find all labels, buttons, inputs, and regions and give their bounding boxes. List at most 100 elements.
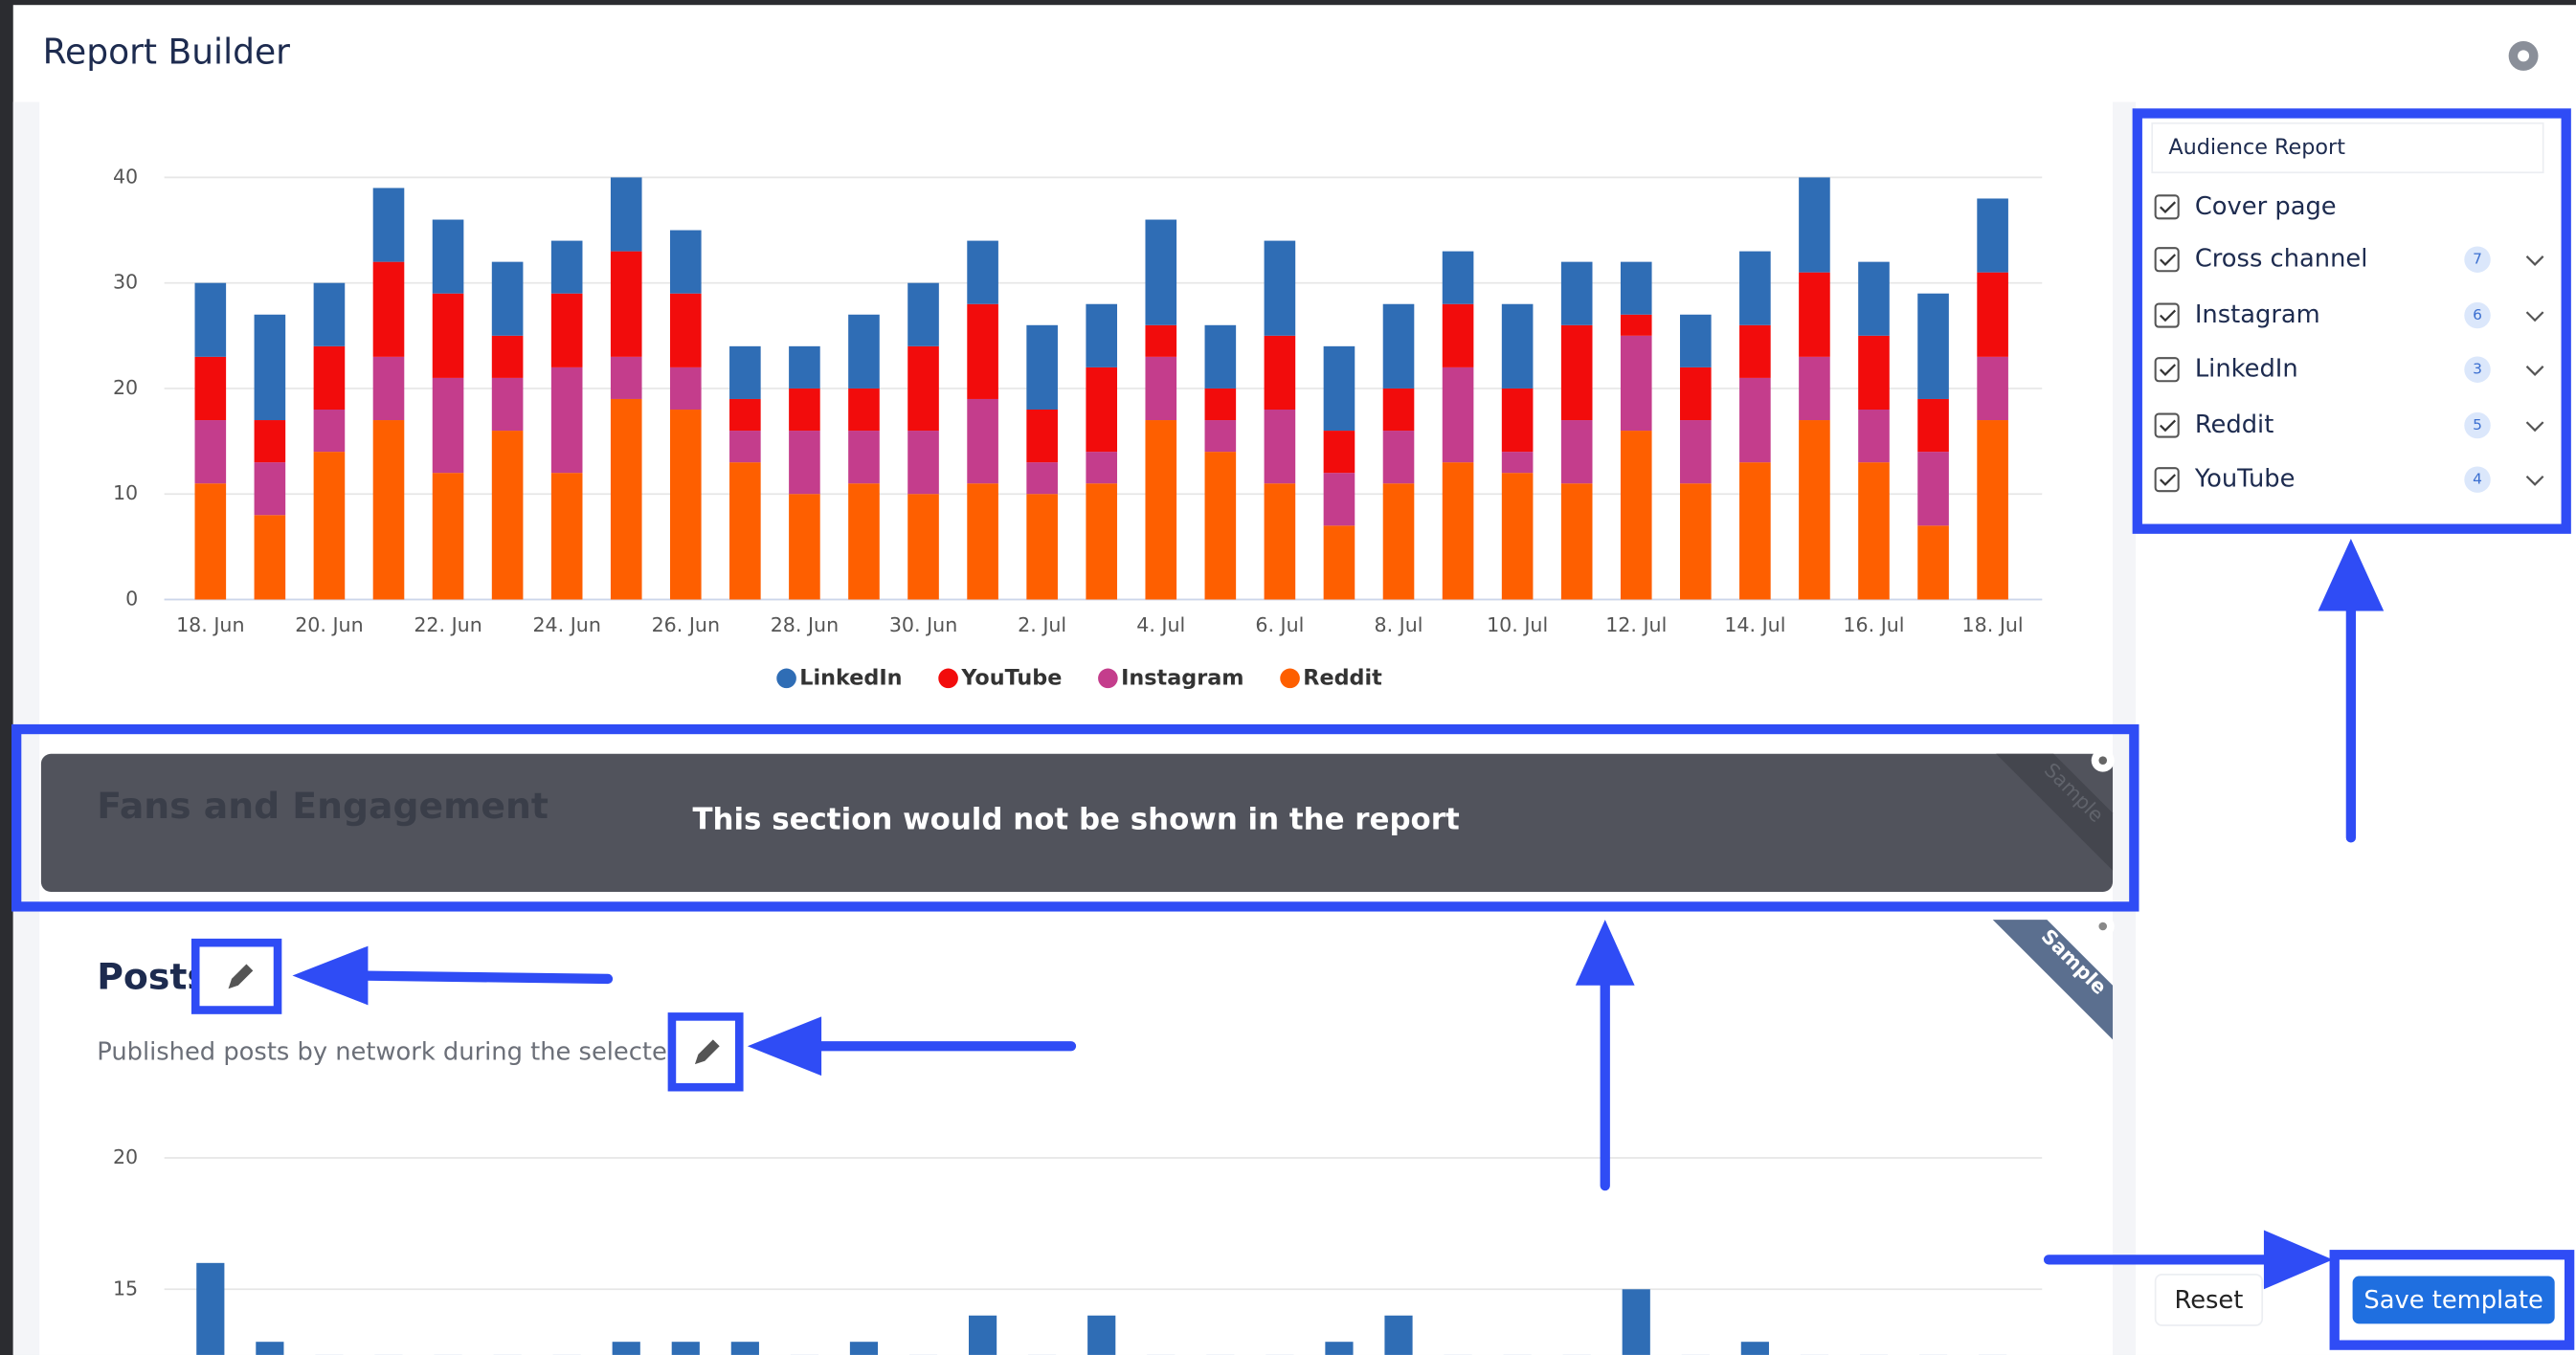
edit-title-button[interactable]	[190, 938, 282, 1014]
y-tick-label: 10	[113, 481, 138, 504]
bar-segment	[669, 410, 702, 600]
bar-segment	[967, 398, 998, 484]
bar-segment	[550, 473, 583, 600]
chevron[interactable]	[2525, 255, 2544, 266]
checkmark	[2160, 419, 2177, 433]
bar-segment	[669, 367, 702, 411]
x-tick-label: 26. Jun	[652, 613, 720, 636]
bar-segment	[789, 388, 820, 432]
y-tick-label: 30	[113, 271, 138, 294]
highlight-box	[2329, 1250, 2575, 1350]
count-label: 4	[2473, 471, 2482, 488]
checkbox[interactable]	[2154, 194, 2180, 220]
checkbox[interactable]	[2154, 467, 2180, 493]
bar-segment	[1917, 398, 1949, 453]
bar-segment	[194, 420, 227, 484]
chevron[interactable]	[2525, 475, 2544, 486]
bar-segment	[610, 251, 642, 357]
bar	[849, 1342, 879, 1355]
bar-segment	[1739, 324, 1771, 378]
legend: LinkedIn YouTube Instagram Reddit	[776, 665, 1382, 690]
legend-item[interactable]: YouTube	[938, 665, 1062, 690]
bar-segment	[550, 240, 583, 294]
eye-icon[interactable]	[2091, 748, 2115, 772]
report-name-input[interactable]	[2151, 122, 2544, 174]
bar-segment	[372, 261, 405, 357]
sidebar-item[interactable]: Cross channel 7	[2154, 245, 2544, 274]
bar-segment	[254, 420, 286, 463]
bar-segment	[1086, 303, 1118, 367]
count-badge	[2464, 411, 2491, 439]
legend-item[interactable]: Instagram	[1098, 665, 1244, 690]
bar	[196, 1262, 225, 1355]
bar	[1740, 1342, 1769, 1355]
x-tick-label: 18. Jun	[176, 613, 244, 636]
y-tick-label: 20	[113, 376, 138, 399]
bar-segment	[1977, 420, 2008, 600]
sidebar-item[interactable]: Instagram 6	[2154, 300, 2544, 329]
posts-title: Posts	[97, 955, 209, 997]
bar	[256, 1342, 284, 1355]
x-tick-label: 14. Jul	[1724, 613, 1785, 636]
bar-segment	[1264, 483, 1296, 600]
bar-segment	[1680, 483, 1712, 600]
settings-icon[interactable]	[2508, 40, 2539, 71]
bar-segment	[1858, 261, 1890, 336]
chevron[interactable]	[2525, 311, 2544, 322]
legend-item[interactable]: Reddit	[1280, 665, 1382, 690]
bar-segment	[1442, 367, 1474, 463]
checkbox[interactable]	[2154, 247, 2180, 273]
reset-button[interactable]: Reset	[2154, 1273, 2264, 1326]
x-tick-label: 6. Jul	[1255, 613, 1304, 636]
bar-segment	[1026, 462, 1058, 495]
chevron[interactable]	[2525, 421, 2544, 433]
sidebar-item[interactable]: YouTube 4	[2154, 465, 2544, 494]
bar	[612, 1342, 640, 1355]
bar-segment	[1382, 483, 1415, 600]
legend-label: YouTube	[960, 665, 1062, 690]
button-label: Reset	[2174, 1286, 2243, 1315]
legend-item[interactable]: LinkedIn	[776, 665, 903, 690]
bar-segment	[610, 356, 642, 399]
item-label: Reddit	[2195, 411, 2274, 439]
count-badge	[2464, 246, 2491, 273]
bar-segment	[491, 335, 524, 378]
bar-segment	[967, 483, 998, 600]
gear-hole	[2518, 50, 2530, 62]
bar-segment	[1858, 410, 1890, 463]
x-tick-label: 20. Jun	[295, 613, 363, 636]
annotations	[11, 108, 2575, 1350]
bar-segment	[432, 219, 464, 294]
checkbox[interactable]	[2154, 412, 2180, 438]
bar-segment	[432, 293, 464, 378]
bar-segment	[1204, 324, 1237, 389]
bar-segment	[1799, 356, 1830, 421]
checkbox[interactable]	[2154, 302, 2180, 328]
checkmark	[2160, 364, 2177, 376]
x-tick-label: 28. Jun	[771, 613, 839, 636]
bar-segment	[550, 367, 583, 474]
bar-segment	[907, 345, 939, 432]
save-template-button[interactable]: Save template	[2352, 1276, 2555, 1324]
sidebar-item[interactable]: Reddit 5	[2154, 411, 2544, 439]
legend-label: Reddit	[1303, 665, 1382, 690]
edit-subtitle-button[interactable]	[667, 1012, 744, 1092]
bar-segment	[1680, 367, 1712, 421]
eye-icon[interactable]	[2091, 914, 2115, 939]
bar	[1325, 1342, 1354, 1355]
section-title: Fans and Engagement	[97, 785, 549, 827]
sidebar-item[interactable]: LinkedIn 3	[2154, 355, 2544, 384]
y-tick-label: 15	[113, 1277, 138, 1299]
bar-segment	[432, 473, 464, 600]
bar-segment	[1323, 431, 1355, 474]
bar-segment	[1382, 431, 1415, 484]
sidebar-item[interactable]: Cover page	[2154, 192, 2337, 221]
posts-subtitle: Published posts by network during the se…	[97, 1038, 683, 1067]
bar-segment	[1977, 356, 2008, 421]
chevron[interactable]	[2525, 365, 2544, 376]
bar-segment	[1560, 261, 1593, 325]
checkbox[interactable]	[2154, 357, 2180, 383]
item-label: YouTube	[2194, 465, 2296, 494]
bar-segment	[1026, 494, 1058, 600]
bar	[671, 1342, 700, 1355]
